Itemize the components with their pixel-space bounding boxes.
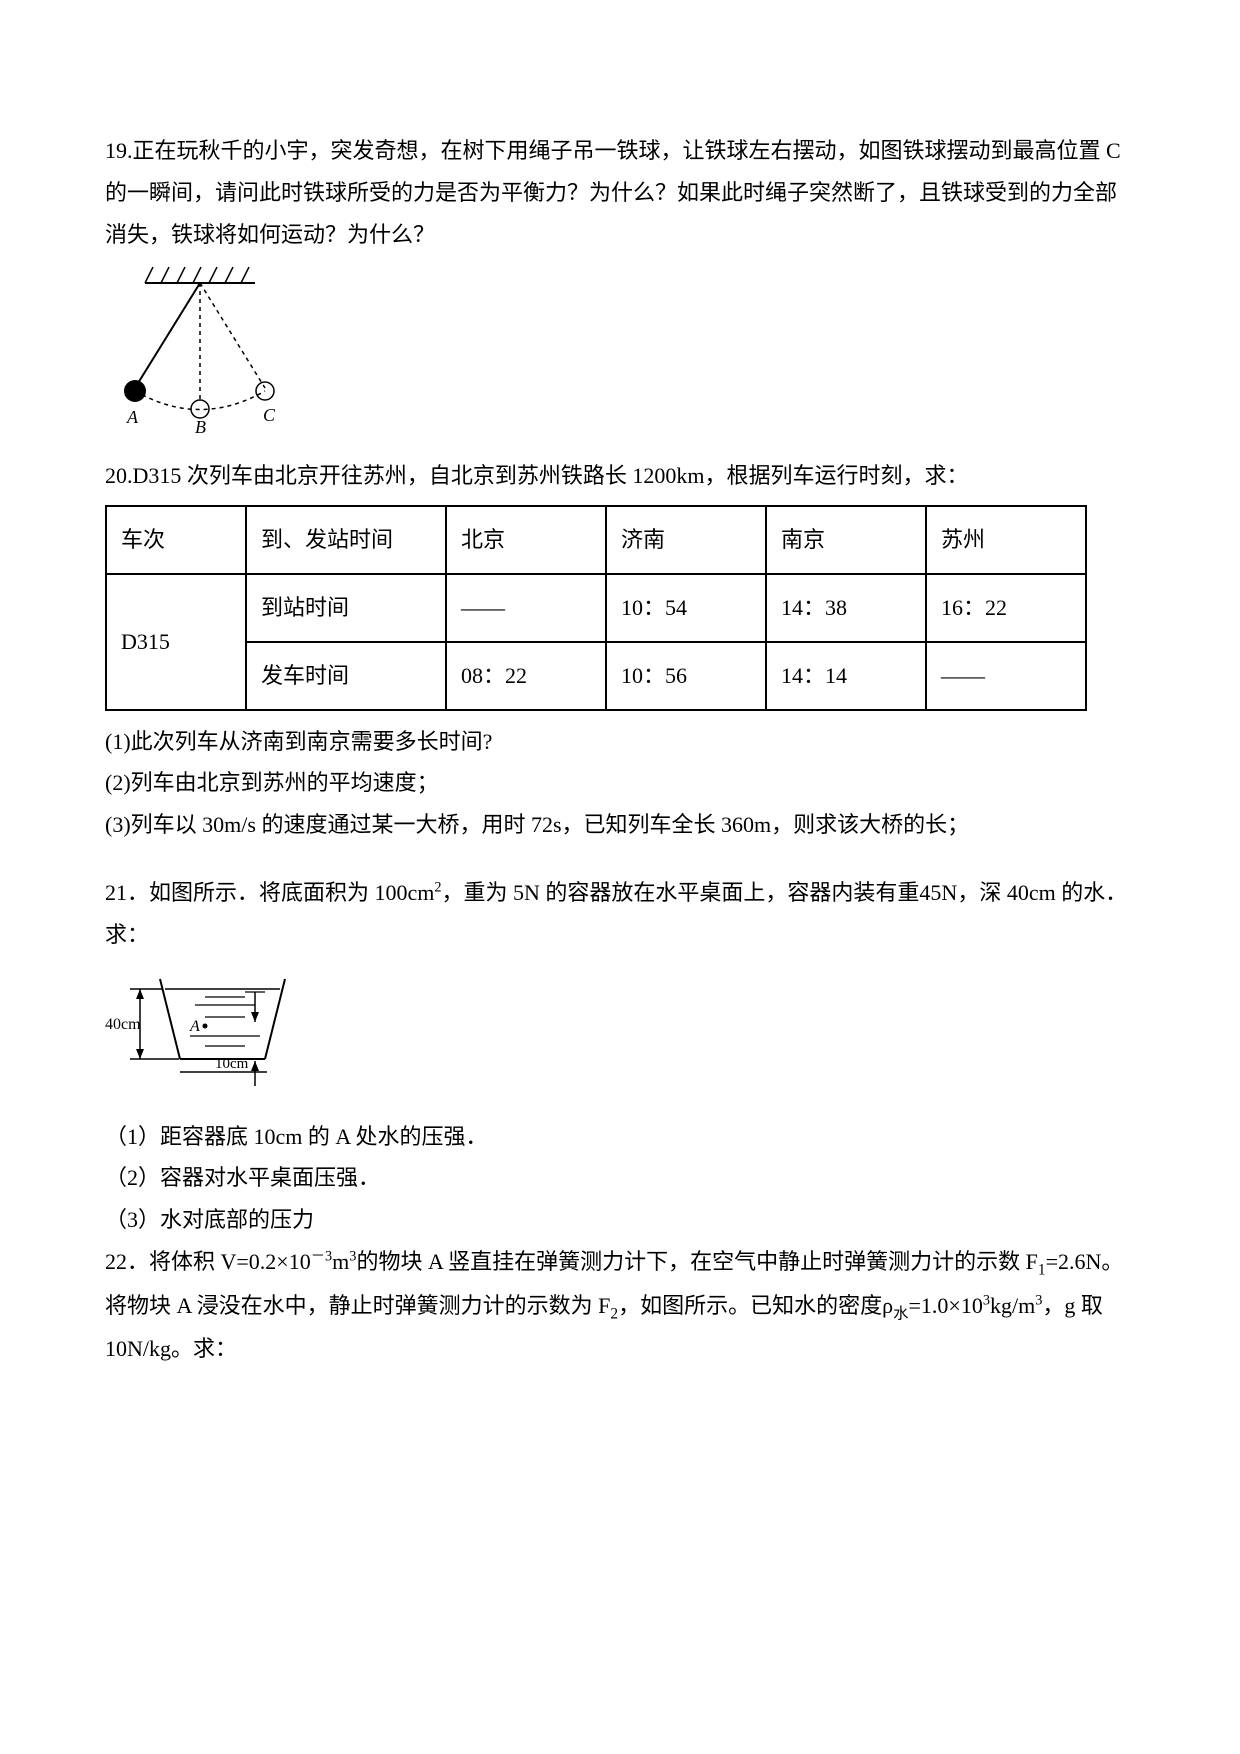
spacer	[105, 846, 1135, 872]
q21-point-a: A	[189, 1018, 200, 1035]
q22-b: m	[332, 1249, 349, 1274]
cell: 10：56	[606, 642, 766, 710]
th-beijing: 北京	[446, 506, 606, 574]
q19-label-b: B	[195, 417, 206, 433]
table-header-row: 车次 到、发站时间 北京 济南 南京 苏州	[106, 506, 1086, 574]
q22-e: ，如图所示。已知水的密度ρ	[618, 1293, 893, 1318]
q20-text: 20.D315 次列车由北京开往苏州，自北京到苏州铁路长 1200km，根据列车…	[105, 455, 1135, 497]
cell: ——	[926, 642, 1086, 710]
q20-sub3: (3)列车以 30m/s 的速度通过某一大桥，用时 72s，已知列车全长 360…	[105, 804, 1135, 846]
sup-neg3: －3	[311, 1249, 332, 1265]
cell: ——	[446, 574, 606, 642]
sub-1: 1	[1038, 1261, 1046, 1278]
q21-dim-10: 10cm	[215, 1056, 249, 1072]
th-suzhou: 苏州	[926, 506, 1086, 574]
q21-sub1-text: （1）距容器底 10cm 的 A 处水的压强．	[105, 1124, 488, 1149]
q19-text: 19.正在玩秋千的小宇，突发奇想，在树下用绳子吊一铁球，让铁球左右摆动，如图铁球…	[105, 130, 1135, 255]
cell: 14：14	[766, 642, 926, 710]
table-row: 发车时间 08：22 10：56 14：14 ——	[106, 642, 1086, 710]
th-train: 车次	[106, 506, 246, 574]
q21-dim-40: 40cm	[105, 1016, 141, 1033]
q19-label-c: C	[263, 405, 276, 425]
q22-f: =1.0×10	[909, 1293, 983, 1318]
cell: 10：54	[606, 574, 766, 642]
q19-diagram: A B C	[105, 263, 305, 433]
q20-table: 车次 到、发站时间 北京 济南 南京 苏州 D315 到站时间 —— 10：54…	[105, 505, 1087, 710]
cell-label: 发车时间	[246, 642, 446, 710]
cell: 16：22	[926, 574, 1086, 642]
q21-pre: 21．如图所示．将底面积为 100cm	[105, 880, 434, 905]
q19-label-a: A	[126, 407, 139, 427]
q22-text: 22．将体积 V=0.2×10－3m 3 的物块 A 竖直挂在弹簧测力计下，在空气中…	[105, 1241, 1135, 1370]
table-row: D315 到站时间 —— 10：54 14：38 16：22	[106, 574, 1086, 642]
q22-a: 22．将体积 V=0.2×10	[105, 1249, 311, 1274]
q22-g: kg/m	[990, 1293, 1035, 1318]
page: 19.正在玩秋千的小宇，突发奇想，在树下用绳子吊一铁球，让铁球左右摆动，如图铁球…	[0, 0, 1240, 1754]
cell: 08：22	[446, 642, 606, 710]
sub-water: 水	[893, 1305, 908, 1322]
cell: 14：38	[766, 574, 926, 642]
q20-sub2: (2)列车由北京到苏州的平均速度；	[105, 762, 1135, 804]
cell-label: 到站时间	[246, 574, 446, 642]
th-jinan: 济南	[606, 506, 766, 574]
th-nanjing: 南京	[766, 506, 926, 574]
q21-sub3: （3）水对底部的压力	[105, 1199, 1135, 1241]
q21-text: 21．如图所示．将底面积为 100cm2，重为 5N 的容器放在水平桌面上，容器…	[105, 872, 1135, 956]
q21-diagram: A 40cm 10cm	[105, 964, 315, 1094]
sup-3b: 3	[983, 1292, 990, 1308]
sub-2: 2	[610, 1305, 618, 1322]
q21-sub2: （2）容器对水平桌面压强．	[105, 1157, 1135, 1199]
sup-2: 2	[434, 880, 441, 896]
q22-c: 的物块 A 竖直挂在弹簧测力计下，在空气中静止时弹簧测力计的示数 F	[356, 1249, 1037, 1274]
th-time: 到、发站时间	[246, 506, 446, 574]
q21-sub1: （1）距容器底 10cm 的 A 处水的压强．	[105, 1116, 1135, 1158]
cell-train-no: D315	[106, 574, 246, 710]
q20-sub1: (1)此次列车从济南到南京需要多长时间?	[105, 721, 1135, 763]
